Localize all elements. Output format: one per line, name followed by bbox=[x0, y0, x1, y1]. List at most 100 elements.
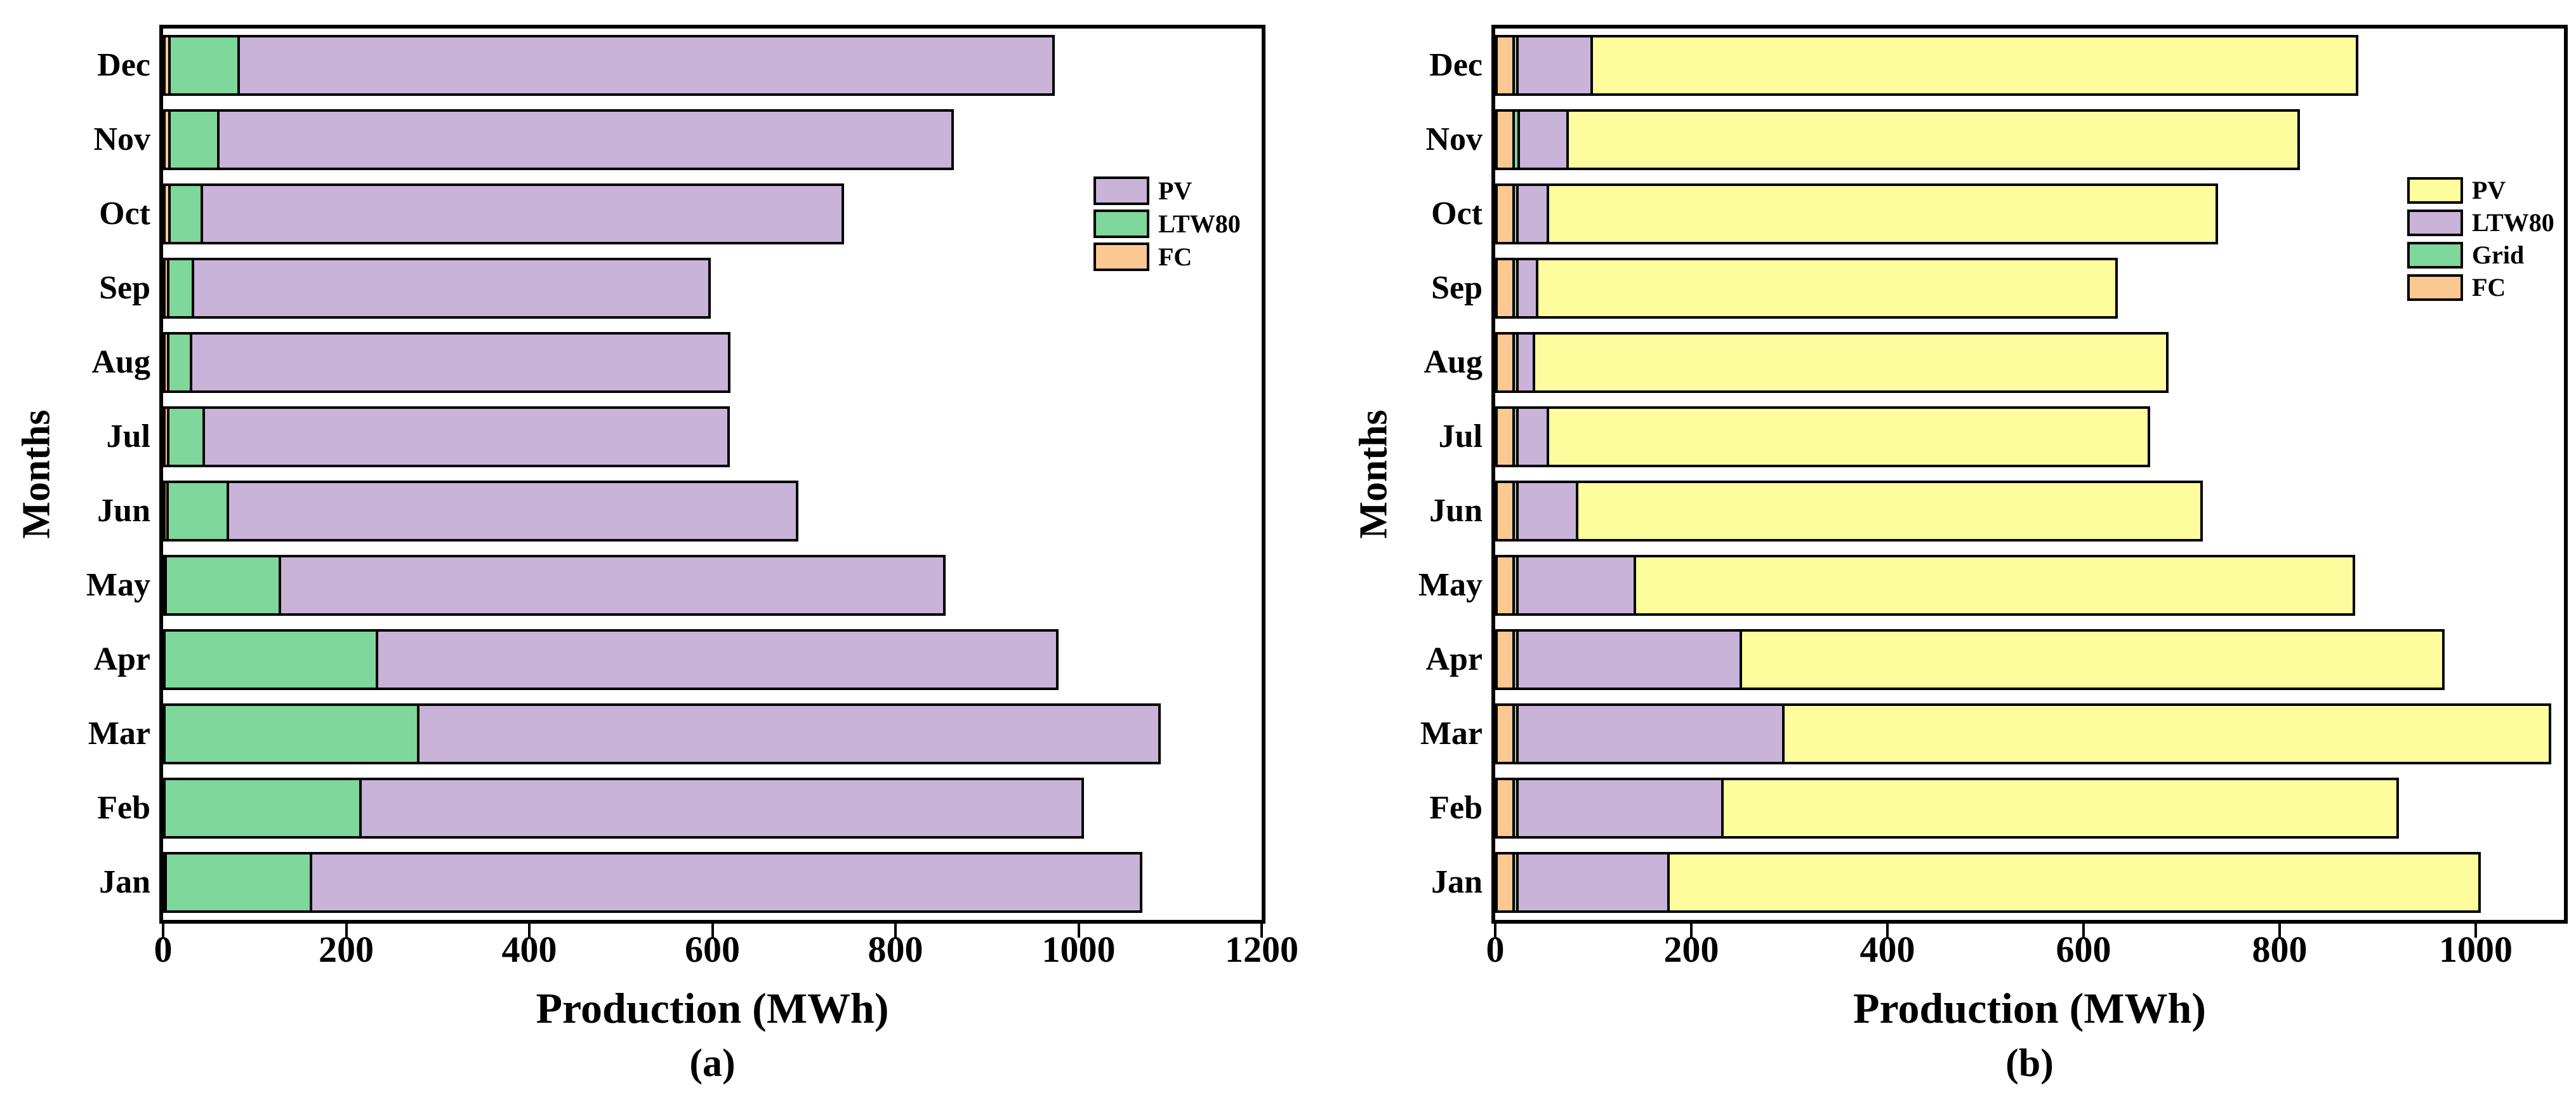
bar-segment-jul-pv bbox=[1547, 406, 2150, 467]
legend-item-ltw80: LTW80 bbox=[1093, 209, 1241, 238]
subplot-caption-b: (b) bbox=[2005, 1042, 2054, 1085]
x-tick-mark bbox=[528, 924, 531, 938]
x-tick-label-1000: 1000 bbox=[1041, 929, 1116, 970]
x-tick-mark bbox=[1494, 924, 1496, 938]
legend-swatch-fc bbox=[2407, 274, 2463, 301]
legend-label-fc: FC bbox=[1158, 242, 1192, 271]
legend-swatch-ltw80 bbox=[2407, 209, 2463, 236]
y-tick-label-mar: Mar bbox=[88, 715, 150, 752]
bar-segment-jul-pv bbox=[202, 406, 730, 467]
subplot-caption-a: (a) bbox=[689, 1042, 736, 1085]
bar-segment-oct-ltw80 bbox=[1516, 183, 1549, 244]
bar-segment-mar-ltw80 bbox=[1516, 703, 1785, 764]
legend-item-grid: Grid bbox=[2407, 241, 2554, 269]
x-tick-label-600: 600 bbox=[2056, 929, 2111, 970]
bar-segment-jan-fc bbox=[1495, 852, 1515, 913]
x-axis-title-b: Production (MWh) bbox=[1853, 984, 2206, 1032]
bar-segment-dec-ltw80 bbox=[1516, 35, 1593, 96]
y-tick-label-jun: Jun bbox=[97, 493, 150, 529]
y-tick-label-aug: Aug bbox=[1423, 344, 1483, 380]
x-tick-label-800: 800 bbox=[868, 929, 923, 970]
bar-segment-jul-ltw80 bbox=[1516, 406, 1549, 467]
bar-segment-jun-ltw80 bbox=[166, 481, 229, 542]
legend-label-grid: Grid bbox=[2472, 241, 2525, 269]
bar-segment-jan-pv bbox=[310, 852, 1142, 913]
bar-segment-jan-ltw80 bbox=[1516, 852, 1670, 913]
x-tick-mark bbox=[162, 924, 164, 938]
y-tick-label-oct: Oct bbox=[1431, 196, 1483, 232]
bar-segment-may-pv bbox=[1634, 555, 2355, 616]
bar-segment-sep-pv bbox=[192, 258, 711, 319]
bar-segment-oct-pv bbox=[201, 183, 844, 244]
x-tick-mark bbox=[1260, 924, 1263, 938]
x-tick-mark bbox=[1077, 924, 1080, 938]
legend-label-fc: FC bbox=[2472, 273, 2506, 302]
bar-segment-aug-fc bbox=[1495, 332, 1515, 393]
bar-segment-jan-pv bbox=[1667, 852, 2481, 913]
y-tick-label-feb: Feb bbox=[1429, 790, 1483, 826]
bar-segment-jun-pv bbox=[1576, 481, 2203, 542]
y-tick-label-sep: Sep bbox=[99, 270, 150, 306]
bar-segment-oct-pv bbox=[1547, 183, 2218, 244]
legend-swatch-grid bbox=[2407, 242, 2463, 269]
y-tick-label-nov: Nov bbox=[1425, 121, 1483, 157]
bar-segment-apr-pv bbox=[1740, 629, 2445, 690]
y-tick-label-jan: Jan bbox=[99, 864, 150, 900]
x-tick-label-0: 0 bbox=[1486, 929, 1505, 970]
legend-b: PV LTW80 Grid FC bbox=[2407, 176, 2554, 302]
bar-segment-jun-pv bbox=[227, 481, 798, 542]
bar-segment-sep-ltw80 bbox=[1516, 258, 1538, 319]
bar-segment-may-ltw80 bbox=[1516, 555, 1636, 616]
y-tick-label-nov: Nov bbox=[93, 121, 150, 157]
y-tick-label-apr: Apr bbox=[1425, 641, 1483, 677]
bar-segment-sep-fc bbox=[1495, 258, 1515, 319]
bar-segment-feb-ltw80 bbox=[1516, 778, 1724, 839]
y-tick-label-dec: Dec bbox=[97, 47, 150, 83]
y-tick-label-mar: Mar bbox=[1420, 715, 1483, 752]
legend-swatch-fc bbox=[1093, 243, 1149, 271]
bar-segment-apr-pv bbox=[376, 629, 1059, 690]
bar-segment-oct-ltw80 bbox=[168, 183, 203, 244]
x-tick-mark bbox=[345, 924, 348, 938]
legend-label-ltw80: LTW80 bbox=[1158, 209, 1241, 238]
legend-swatch-pv bbox=[2407, 177, 2463, 204]
bar-segment-apr-ltw80 bbox=[1516, 629, 1742, 690]
y-tick-label-jun: Jun bbox=[1429, 493, 1483, 529]
plot-area-b bbox=[1495, 29, 2564, 920]
bar-segment-dec-pv bbox=[1590, 35, 2358, 96]
x-tick-label-0: 0 bbox=[154, 929, 173, 970]
legend-a: PV LTW80 FC bbox=[1093, 176, 1241, 271]
x-tick-mark bbox=[1689, 924, 1693, 938]
legend-label-pv: PV bbox=[1158, 176, 1192, 205]
legend-item-pv: PV bbox=[1093, 176, 1241, 205]
bar-segment-jun-ltw80 bbox=[1516, 481, 1578, 542]
y-tick-label-oct: Oct bbox=[99, 196, 150, 232]
plot-area-a bbox=[163, 29, 1262, 920]
y-tick-label-apr: Apr bbox=[93, 641, 150, 677]
y-tick-label-feb: Feb bbox=[97, 790, 150, 826]
bar-segment-nov-ltw80 bbox=[1517, 109, 1569, 170]
bar-segment-mar-ltw80 bbox=[163, 703, 419, 764]
x-tick-mark bbox=[2474, 924, 2477, 938]
legend-label-ltw80: LTW80 bbox=[2472, 208, 2554, 237]
bar-segment-mar-pv bbox=[1782, 703, 2551, 764]
y-tick-label-jan: Jan bbox=[1431, 864, 1483, 900]
x-tick-label-400: 400 bbox=[1859, 929, 1915, 970]
bar-segment-sep-pv bbox=[1536, 258, 2118, 319]
legend-swatch-ltw80 bbox=[1093, 209, 1149, 238]
x-tick-mark bbox=[894, 924, 897, 938]
x-tick-mark bbox=[2278, 924, 2281, 938]
x-tick-mark bbox=[711, 924, 714, 938]
bar-segment-feb-ltw80 bbox=[163, 778, 362, 839]
legend-item-pv: PV bbox=[2407, 176, 2554, 204]
x-tick-label-800: 800 bbox=[2252, 929, 2308, 970]
bar-segment-mar-pv bbox=[417, 703, 1161, 764]
x-tick-label-200: 200 bbox=[1663, 929, 1719, 970]
bar-segment-may-ltw80 bbox=[164, 555, 281, 616]
x-tick-mark bbox=[1886, 924, 1889, 938]
x-tick-label-1200: 1200 bbox=[1225, 929, 1298, 970]
bar-segment-dec-ltw80 bbox=[168, 35, 240, 96]
bar-segment-may-pv bbox=[279, 555, 946, 616]
